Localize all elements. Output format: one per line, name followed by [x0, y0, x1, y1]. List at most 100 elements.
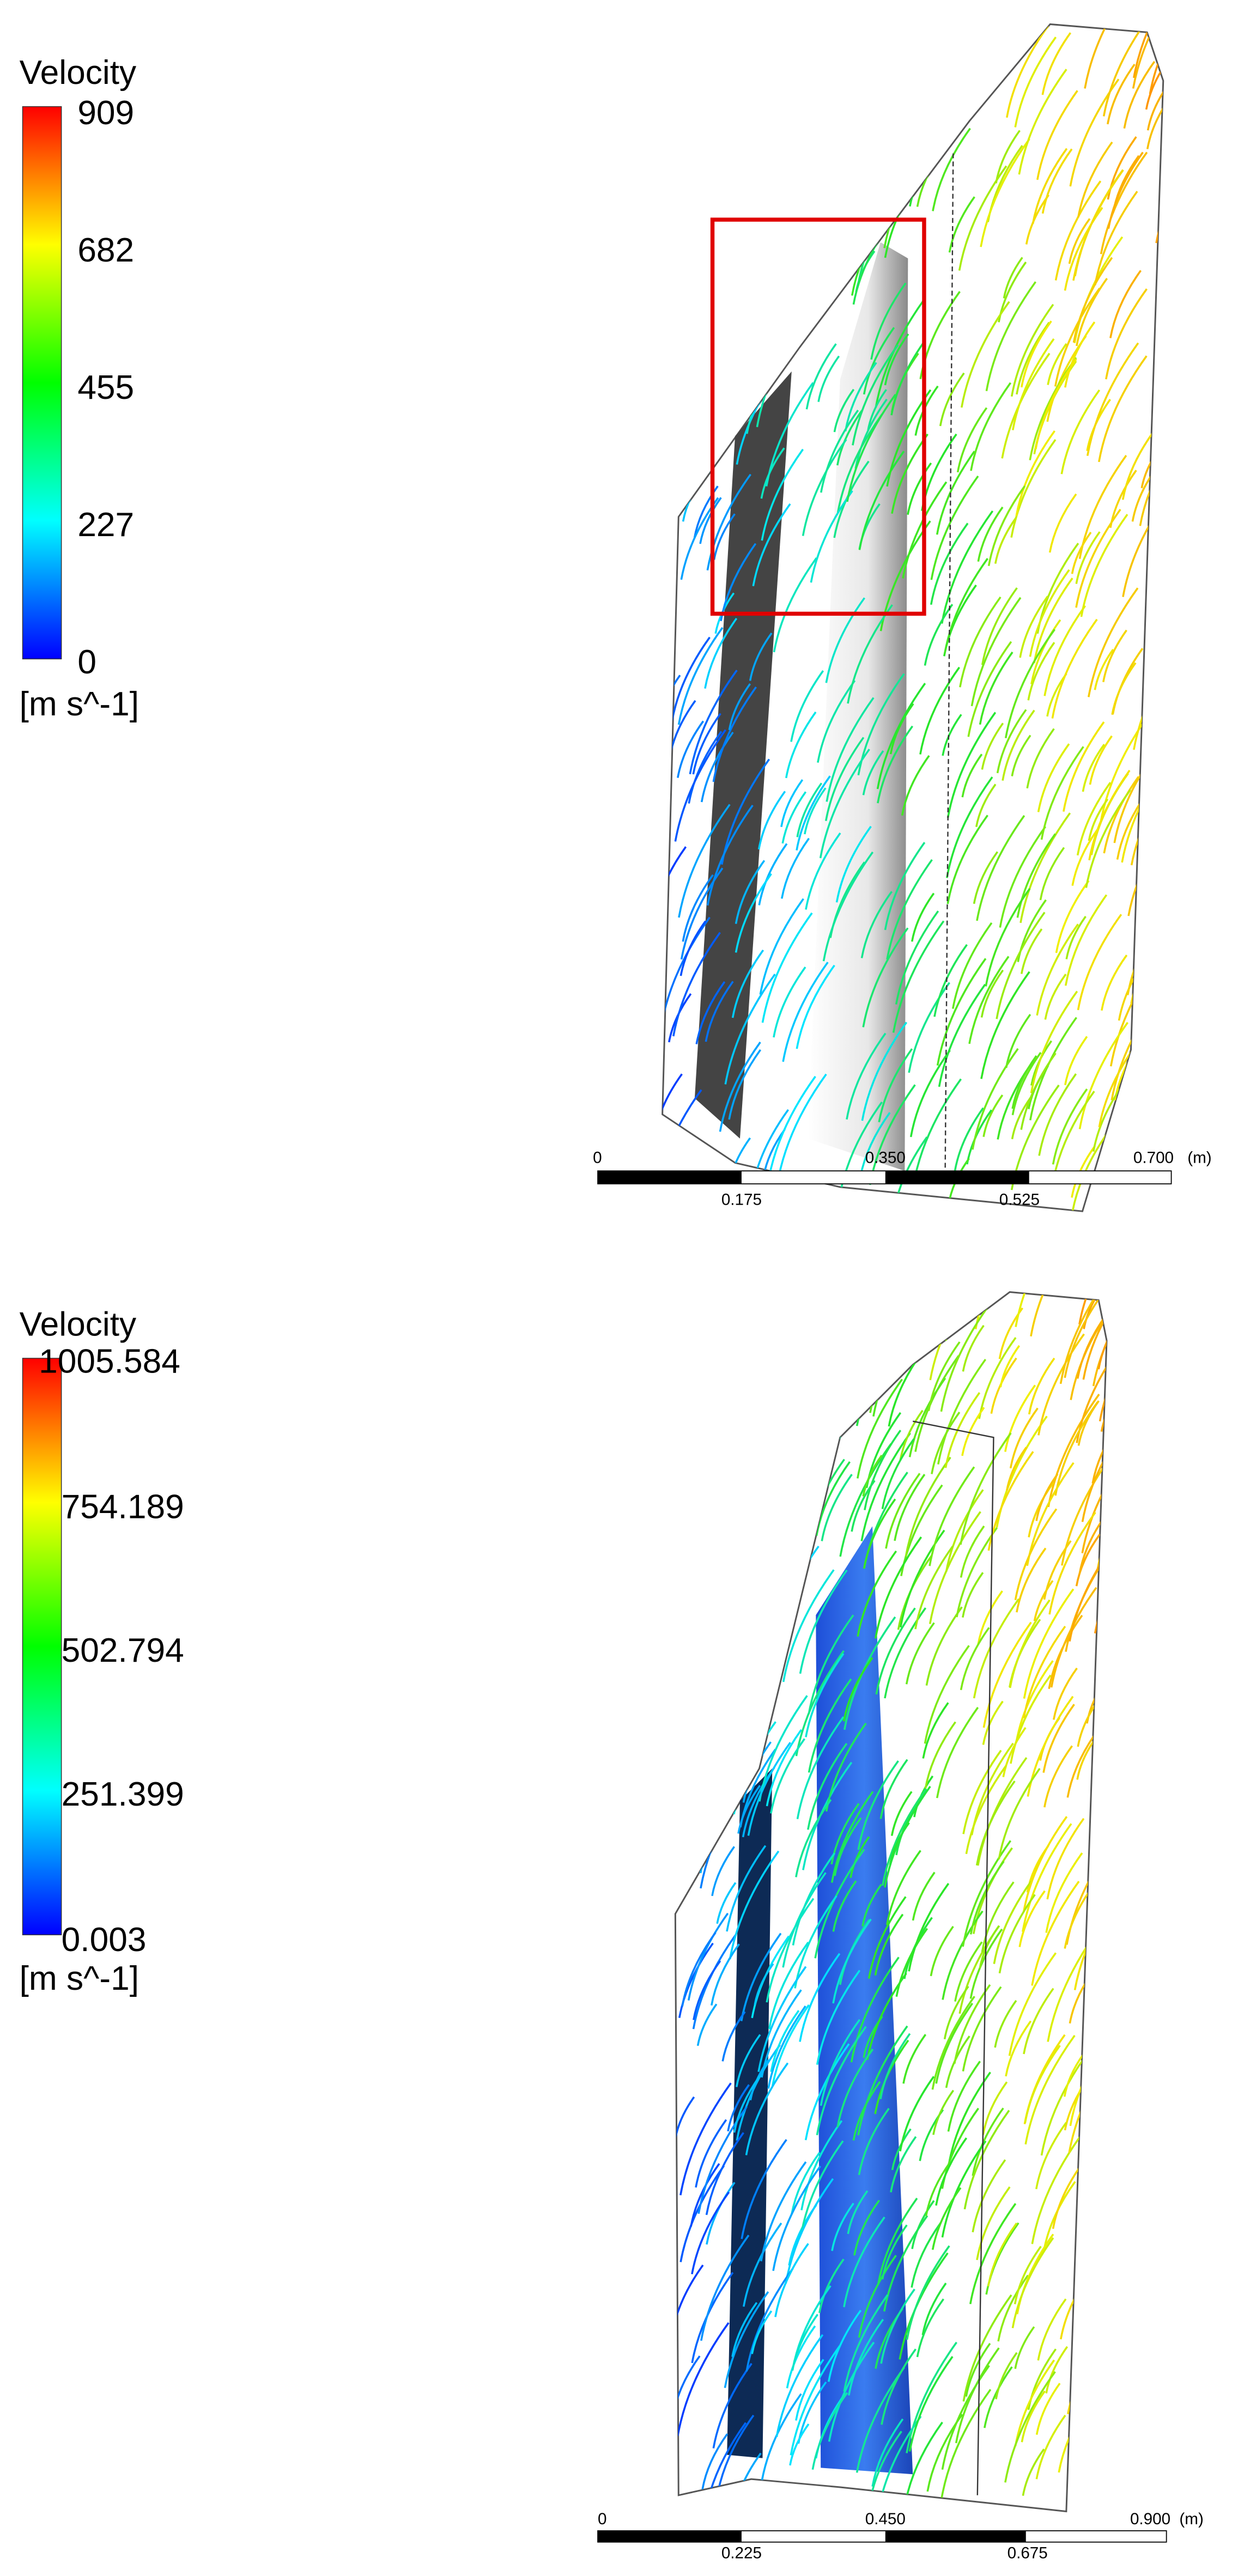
streamline: [687, 1912, 729, 2001]
streamline: [911, 45, 947, 120]
streamline: [675, 279, 702, 335]
streamline: [906, 2342, 957, 2453]
streamline: [719, 1041, 761, 1132]
streamline: [1011, 2237, 1054, 2329]
streamline: [911, 2200, 935, 2250]
streamline: [1041, 148, 1073, 214]
streamline: [741, 2139, 787, 2239]
streamline: [785, 2178, 834, 2284]
streamline: [768, 37, 790, 83]
streamline: [738, 1408, 779, 1494]
streamline: [839, 1443, 892, 1557]
streamline: [816, 1970, 861, 2065]
streamline: [1014, 2359, 1055, 2446]
streamline: [1004, 2371, 1056, 2483]
streamline: [1054, 180, 1102, 281]
streamline: [844, 362, 877, 432]
streamline: [924, 1721, 956, 1789]
streamline: [775, 1367, 822, 1469]
streamline: [796, 775, 831, 850]
streamline: [679, 2082, 732, 2196]
streamline: [688, 731, 723, 804]
streamline: [1105, 288, 1148, 380]
streamline: [857, 1550, 897, 1637]
streamline: [749, 632, 773, 681]
streamline: [1079, 2383, 1107, 2447]
streamline: [962, 1572, 984, 1618]
streamline: [758, 843, 788, 906]
streamline: [996, 912, 1046, 1019]
streamline: [796, 964, 835, 1049]
streamline: [925, 2161, 952, 2216]
streamline: [677, 2322, 730, 2437]
streamline: [994, 517, 1017, 564]
streamline: [852, 344, 899, 446]
streamline: [1020, 320, 1052, 388]
streamline: [974, 1292, 1022, 1329]
streamline: [980, 138, 1030, 247]
streamline: [871, 2418, 904, 2487]
streamline: [751, 2310, 773, 2354]
streamline: [802, 439, 847, 536]
legend-label: 0: [77, 643, 96, 681]
streamline: [909, 86, 931, 130]
legend-label: 227: [77, 506, 134, 544]
streamline: [789, 2423, 810, 2466]
streamline: [1073, 2428, 1107, 2502]
scale-segment: [598, 2531, 742, 2542]
streamline: [760, 1500, 781, 1545]
streamline: [1033, 1580, 1054, 1621]
streamline: [1075, 508, 1121, 608]
streamline: [795, 1650, 845, 1757]
streamline: [1084, 24, 1134, 89]
streamline: [1035, 1473, 1059, 1521]
streamline: [816, 2026, 867, 2136]
streamline: [723, 130, 757, 201]
streamline: [814, 1849, 865, 1959]
streamline: [1157, 467, 1163, 544]
streamline: [858, 451, 905, 550]
streamline: [1145, 59, 1163, 110]
streamline: [959, 596, 1002, 688]
streamline: [1033, 578, 1073, 664]
streamline: [706, 473, 751, 570]
streamline: [891, 433, 929, 514]
streamline: [695, 981, 726, 1044]
streamline: [962, 1840, 1012, 1947]
streamline: [1039, 847, 1065, 901]
streamline: [1009, 1599, 1051, 1688]
streamline: [745, 2062, 789, 2155]
streamline: [1011, 1096, 1032, 1140]
streamline: [712, 1292, 741, 1329]
streamline: [793, 24, 840, 113]
streamline: [716, 228, 751, 301]
streamline: [877, 2197, 918, 2285]
streamline: [1048, 1614, 1083, 1690]
streamline: [905, 1456, 951, 1557]
streamline: [863, 1498, 896, 1569]
streamline: [973, 851, 998, 904]
streamline: [1040, 2052, 1089, 2156]
streamline: [943, 1985, 969, 2039]
streamline: [716, 123, 738, 169]
streamline: [1087, 2357, 1107, 2469]
streamline: [850, 1957, 900, 2063]
streamline: [1097, 1306, 1107, 1370]
streamline: [1094, 1530, 1107, 1634]
streamline: [1092, 1725, 1107, 1799]
streamline: [1046, 1818, 1085, 1900]
streamline: [999, 1345, 1021, 1388]
streamline: [704, 617, 738, 689]
streamline: [885, 1473, 921, 1549]
streamline: [882, 1292, 923, 1368]
streamline: [884, 842, 926, 931]
streamline: [937, 1358, 987, 1465]
streamline: [907, 462, 932, 515]
streamline: [956, 407, 988, 473]
streamline: [782, 1872, 827, 1968]
legend-label: 0.003: [62, 1921, 147, 1959]
streamline: [717, 1321, 744, 1376]
streamline: [1094, 191, 1138, 285]
streamline: [718, 1292, 766, 1369]
